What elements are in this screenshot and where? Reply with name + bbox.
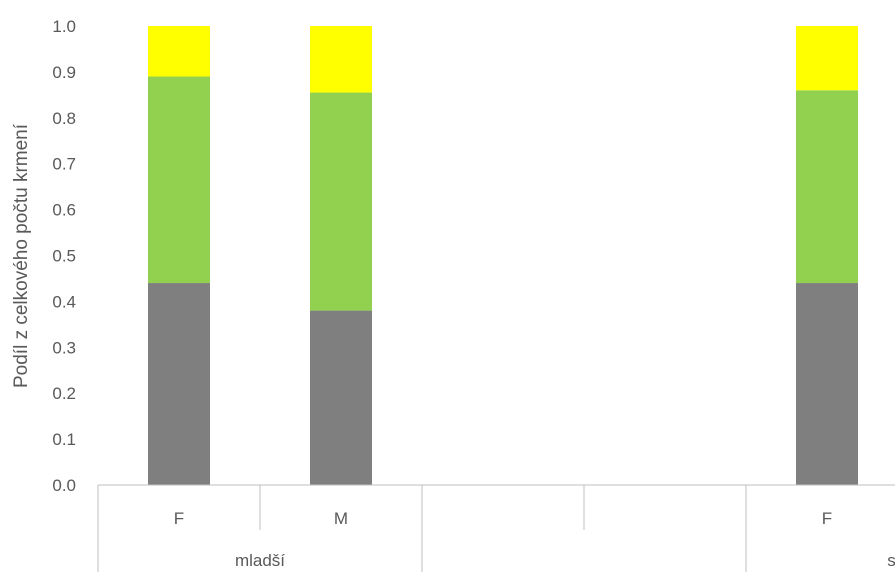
y-tick-label: 0.7: [52, 155, 76, 174]
y-tick-label: 0.3: [52, 338, 76, 357]
y-tick-label: 0.2: [52, 384, 76, 403]
bar-segment-4-2: [796, 26, 858, 91]
y-tick-label: 0.9: [52, 63, 76, 82]
x-category-label: F: [174, 509, 184, 528]
y-tick-label: 0.1: [52, 430, 76, 449]
x-group-label: starší: [887, 551, 895, 570]
y-tick-label: 0.0: [52, 476, 76, 495]
bar-segment-0-1: [148, 76, 210, 284]
bar-segment-1-2: [310, 26, 372, 93]
y-tick-label: 0.6: [52, 201, 76, 220]
bars: [148, 26, 858, 485]
y-tick-label: 0.5: [52, 247, 76, 266]
y-tick-label: 1.0: [52, 17, 76, 36]
bar-segment-1-1: [310, 92, 372, 311]
y-axis-ticks: 0.0 0.1 0.2 0.3 0.4 0.5 0.6 0.7 0.8 0.9 1.0: [52, 17, 76, 495]
bar-segment-0-2: [148, 26, 210, 77]
bar-segment-4-0: [796, 283, 858, 485]
x-category-label: M: [334, 509, 348, 528]
bar-segment-0-0: [148, 283, 210, 485]
x-axis: FMFMmladšístarší: [97, 484, 895, 572]
y-tick-label: 0.8: [52, 109, 76, 128]
bar-segment-1-0: [310, 310, 372, 485]
x-category-label: F: [822, 509, 832, 528]
y-axis-title: Podíl z celkového počtu krmení: [11, 123, 32, 388]
y-tick-label: 0.4: [52, 292, 76, 311]
bar-segment-4-1: [796, 90, 858, 284]
x-group-label: mladší: [235, 551, 285, 570]
